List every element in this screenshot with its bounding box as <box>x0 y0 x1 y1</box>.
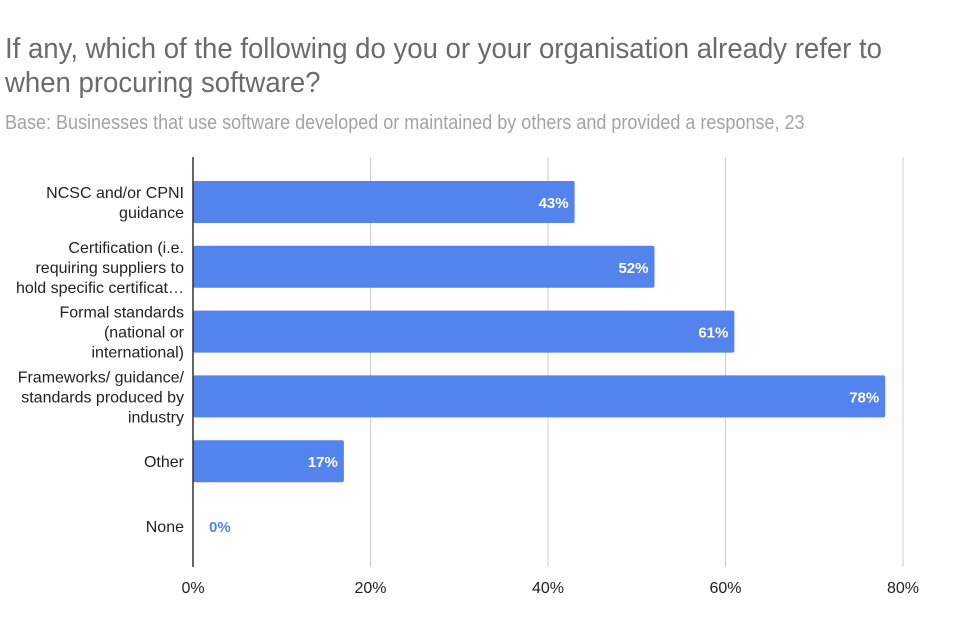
chart-subtitle: Base: Businesses that use software devel… <box>5 112 805 134</box>
data-label: 78% <box>849 389 879 406</box>
data-label: 43% <box>539 195 569 212</box>
x-tick-label: 20% <box>354 580 386 597</box>
data-label: 52% <box>618 260 648 277</box>
category-label: Certification (i.e. requiring suppliers t… <box>16 240 184 297</box>
bar <box>193 310 735 353</box>
data-label: 17% <box>308 454 338 471</box>
category-label: NCSC and/or CPNI guidance <box>46 185 184 222</box>
category-label: Other <box>144 454 185 471</box>
data-label: 61% <box>698 325 728 342</box>
x-tick-label: 40% <box>532 580 564 597</box>
data-label: 0% <box>209 519 231 536</box>
bar <box>193 375 886 418</box>
chart-title: If any, which of the following do you or… <box>5 33 882 99</box>
category-label: Formal standards (national or internationa… <box>60 305 185 362</box>
category-label: Frameworks/ guidance/standards produced … <box>18 369 185 426</box>
category-label: None <box>146 519 184 536</box>
bar <box>193 440 344 483</box>
x-tick-label: 60% <box>709 580 741 597</box>
bar <box>193 181 575 223</box>
x-tick-label: 0% <box>181 580 204 597</box>
bar <box>193 245 655 288</box>
x-tick-label: 80% <box>887 580 919 597</box>
